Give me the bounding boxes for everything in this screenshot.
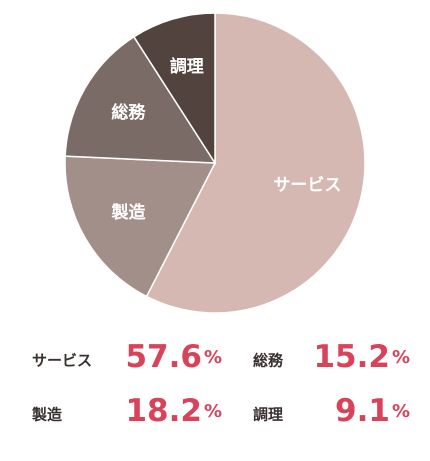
value-unit: %: [204, 347, 222, 368]
legend-value: 15.2%: [313, 339, 410, 375]
pie-slice: [64, 155, 217, 298]
legend-value: 18.2%: [125, 393, 222, 429]
slice-label: 調理: [170, 56, 204, 77]
pie-slice: [132, 12, 216, 166]
value-number: 9.1: [335, 393, 390, 429]
legend-name: 総務: [253, 352, 284, 370]
pie-slice: [145, 12, 366, 314]
legend-name: 製造: [31, 406, 62, 424]
slice-label: サービス: [273, 175, 341, 195]
slice-label: 製造: [111, 202, 147, 223]
value-unit: %: [204, 401, 222, 422]
legend-value: 9.1%: [335, 393, 410, 429]
legend-value: 57.6%: [125, 339, 222, 375]
value-unit: %: [392, 347, 410, 368]
slice-label: 総務: [111, 102, 146, 123]
value-number: 57.6: [125, 339, 202, 375]
legend-name: 調理: [253, 406, 283, 424]
pie-slice: [64, 35, 217, 164]
value-number: 15.2: [313, 339, 390, 375]
legend-name: サービス: [32, 352, 92, 370]
value-unit: %: [392, 401, 410, 422]
value-number: 18.2: [125, 393, 202, 429]
